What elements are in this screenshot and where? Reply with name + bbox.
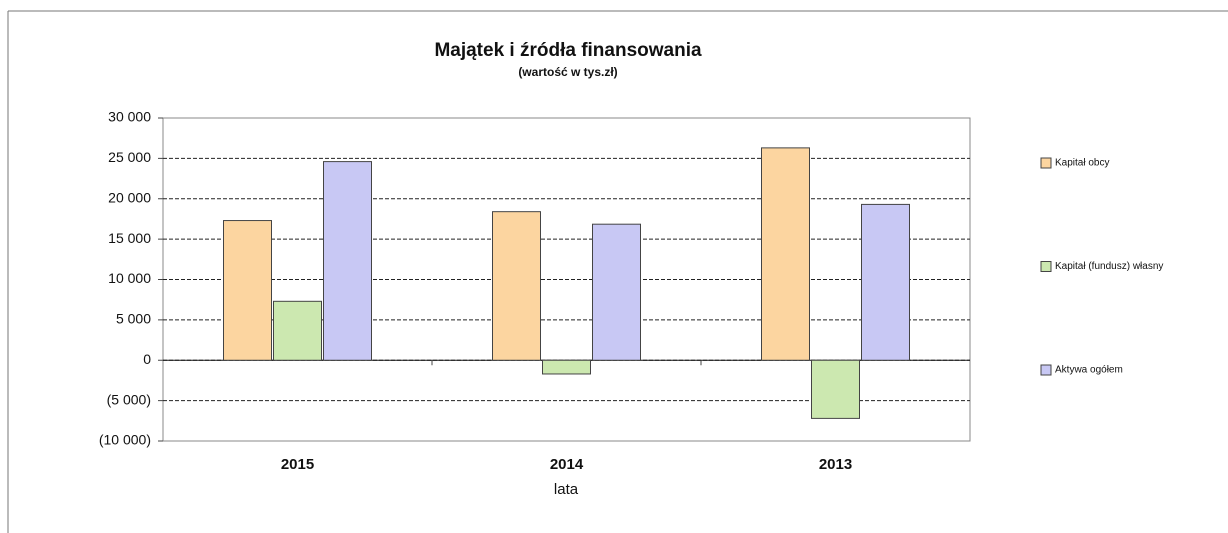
y-tick-label: 25 000 <box>108 149 151 165</box>
y-tick-label: 5 000 <box>116 311 151 327</box>
legend-swatch <box>1040 364 1052 376</box>
legend-label: Aktywa ogółem <box>1055 365 1123 376</box>
y-tick-label: 15 000 <box>108 230 151 246</box>
y-tick-label: 20 000 <box>108 189 151 205</box>
y-tick-label: 10 000 <box>108 270 151 286</box>
legend-swatch <box>1040 157 1052 169</box>
y-tick-label: 0 <box>143 351 151 367</box>
bar <box>592 223 641 361</box>
x-tick-label: 2013 <box>819 456 852 473</box>
bar <box>761 147 810 361</box>
bar <box>861 203 910 361</box>
bar <box>223 220 272 361</box>
bar <box>273 300 322 361</box>
legend-swatch <box>1040 261 1052 272</box>
x-tick-label: 2014 <box>550 456 584 473</box>
y-tick-label: (5 000) <box>107 391 151 407</box>
bar <box>323 161 372 361</box>
legend-label: Kapitał obcy <box>1055 158 1109 169</box>
x-tick-label: 2015 <box>281 456 314 473</box>
y-tick-label: 30 000 <box>108 109 151 125</box>
chart-subtitle: (wartość w tys.zł) <box>518 65 617 79</box>
bar <box>542 359 591 375</box>
bar <box>492 211 541 361</box>
bar <box>811 359 860 419</box>
y-tick-label: (10 000) <box>99 432 151 448</box>
chart-title: Majątek i źródła finansowania <box>434 40 702 61</box>
x-axis-label: lata <box>554 481 579 498</box>
legend-label: Kapitał (fundusz) własny <box>1055 261 1163 272</box>
